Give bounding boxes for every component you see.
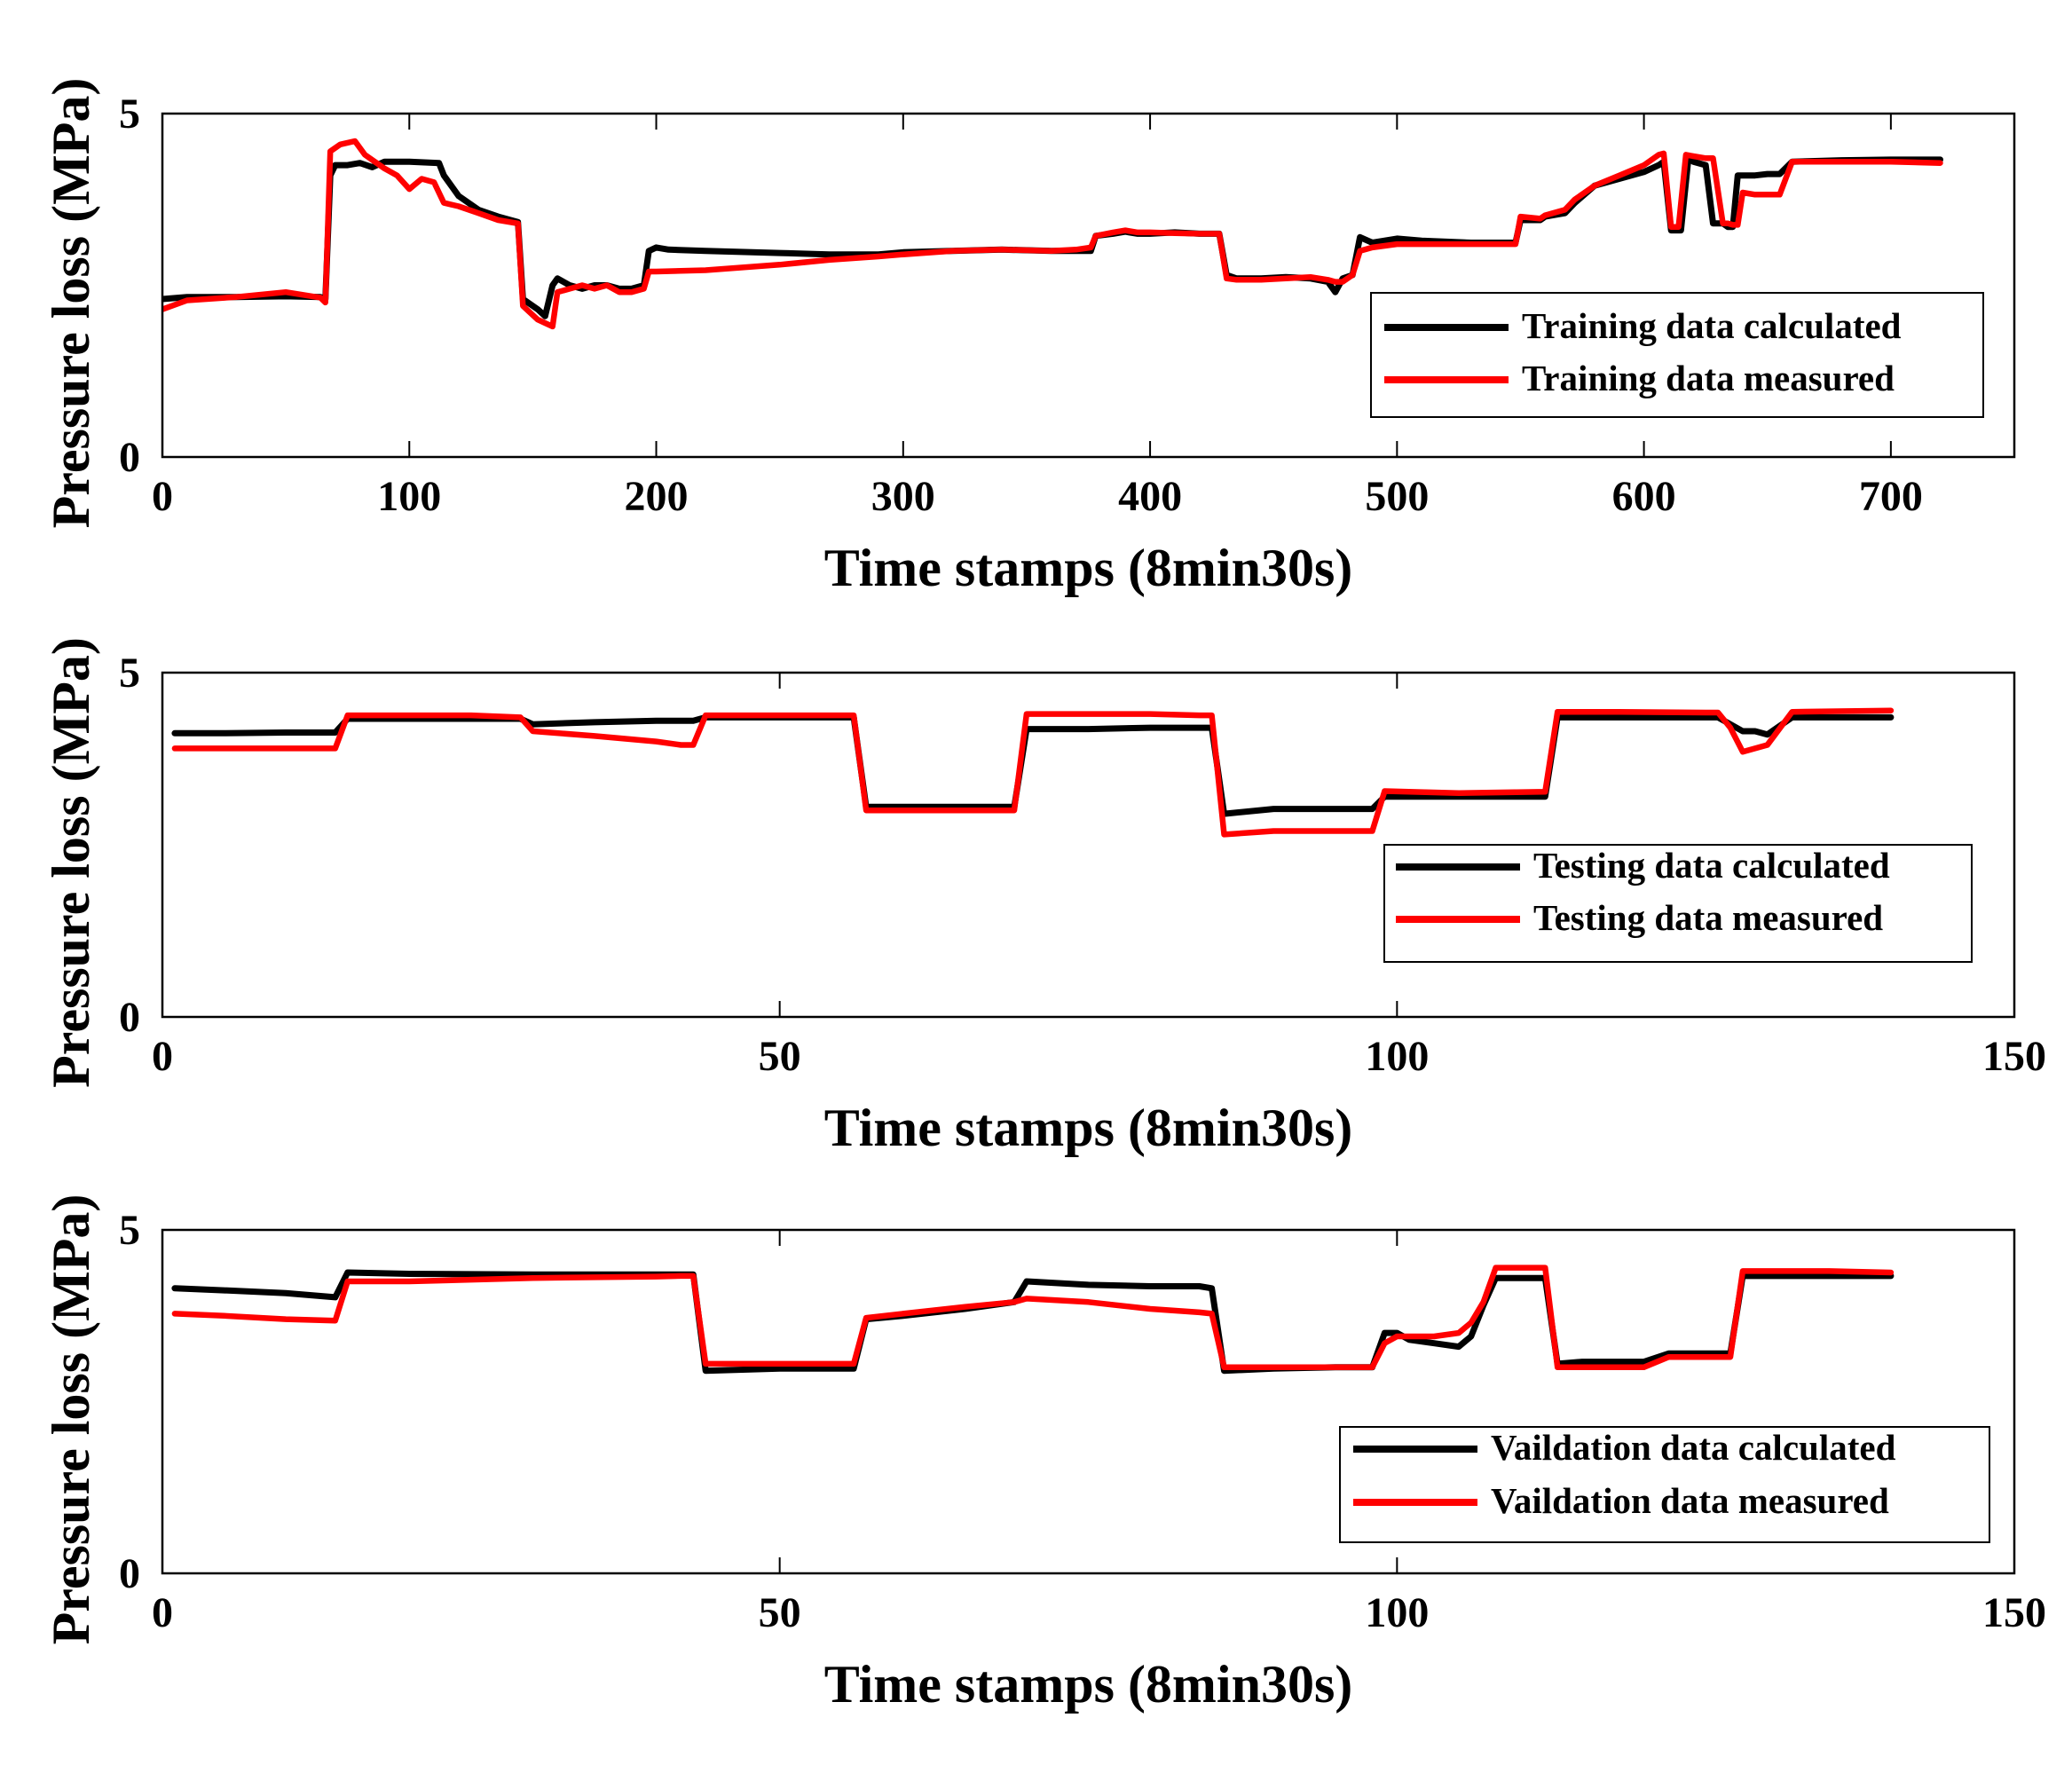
axes-frame: [161, 112, 2016, 459]
y-tick-label: 5: [119, 650, 140, 697]
x-tick-label: 300: [871, 473, 935, 520]
y-tick-label: 0: [119, 434, 140, 481]
subplot-3: 0 50 100 150 0 5 Time stamps (8min30s) Pressure…: [42, 1194, 2046, 1714]
y-axis-label: Pressure loss (MPa): [42, 637, 100, 1088]
y-tick-label: 0: [119, 1550, 140, 1597]
x-tick-label: 0: [152, 1589, 173, 1636]
series-line-measured: [171, 707, 1895, 838]
legend-box: [1370, 292, 1984, 418]
x-tick-label: 150: [1982, 1589, 2046, 1636]
legend: Training data calculated Training data me…: [1370, 292, 1984, 418]
subplot-2: 0 50 100 150 0 5 Time stamps (8min30s) Pressure…: [42, 637, 2046, 1157]
y-tick-label: 5: [119, 1207, 140, 1254]
x-axis-label: Time stamps (8min30s): [824, 1655, 1353, 1714]
legend-label-measured: Training data measured: [1522, 358, 1895, 398]
x-tick-label: 100: [377, 473, 441, 520]
x-tick-label: 100: [1365, 1589, 1429, 1636]
x-tick-label: 600: [1612, 473, 1676, 520]
x-tick-label: 0: [152, 473, 173, 520]
legend-label-measured: Vaildation data measured: [1491, 1480, 1889, 1521]
series-line-measured: [171, 1265, 1895, 1371]
series-line-measured: [162, 138, 1943, 330]
x-tick-label: 100: [1365, 1033, 1429, 1080]
subplot-1: 0 100 200 300 400 500 600 700 0 5 Time stamps (8mi…: [42, 78, 2016, 597]
y-axis-label: Pressure loss (MPa): [42, 78, 100, 529]
y-tick-label: 5: [119, 91, 140, 138]
series-line-calculated: [171, 713, 1895, 817]
y-axis-label: Pressure loss (MPa): [42, 1194, 100, 1645]
x-tick-label: 200: [625, 473, 689, 520]
x-tick-label: 500: [1365, 473, 1429, 520]
legend-label-calculated: Training data calculated: [1522, 305, 1902, 346]
x-axis-label: Time stamps (8min30s): [824, 539, 1353, 597]
y-tick-label: 0: [119, 994, 140, 1041]
axes-frame: [161, 671, 2016, 1019]
series-line-calculated: [171, 1269, 1895, 1375]
legend: Testing data calculated Testing data meas…: [1383, 844, 1973, 963]
x-tick-label: 400: [1118, 473, 1182, 520]
x-tick-label: 150: [1982, 1033, 2046, 1080]
axes-frame: [161, 1228, 2016, 1575]
legend-label-measured: Testing data measured: [1533, 897, 1883, 938]
x-axis-label: Time stamps (8min30s): [824, 1099, 1353, 1157]
legend-label-calculated: Testing data calculated: [1533, 845, 1890, 886]
legend: Vaildation data calculated Vaildation dat…: [1339, 1426, 1990, 1543]
x-tick-label: 700: [1859, 473, 1923, 520]
x-tick-label: 50: [759, 1589, 801, 1636]
x-tick-label: 50: [759, 1033, 801, 1080]
legend-label-calculated: Vaildation data calculated: [1491, 1427, 1896, 1468]
x-tick-label: 0: [152, 1033, 173, 1080]
